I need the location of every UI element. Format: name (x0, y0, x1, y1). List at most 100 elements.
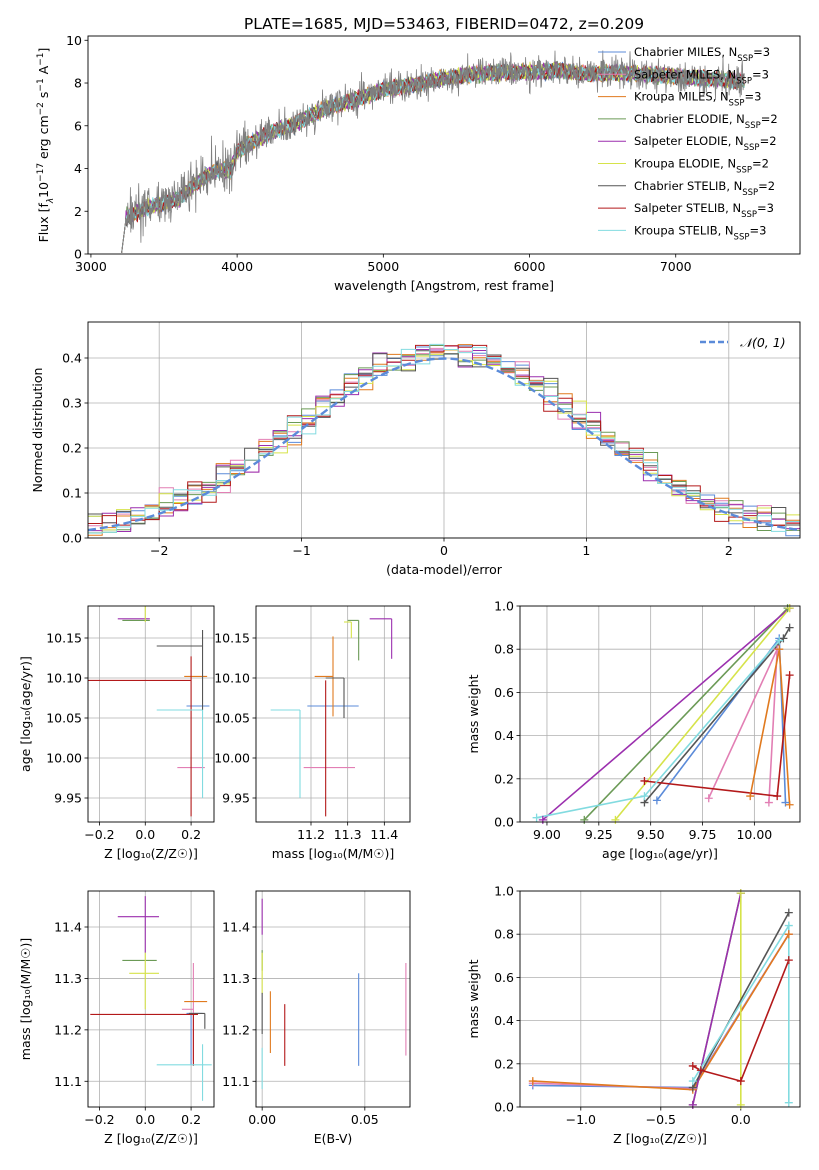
y-tick-label: 1.0 (494, 884, 514, 899)
y-tick-label: 2 (74, 204, 82, 219)
y-tick-label: 0.2 (494, 1056, 514, 1071)
y-axis-label: mass weight (466, 959, 481, 1038)
data-point-errorbar (369, 618, 393, 659)
y-axis-label: Normed distribution (30, 368, 45, 493)
weight_vs_age-plot-area (520, 606, 800, 822)
axes-frame (255, 605, 411, 823)
y-tick-label: 9.95 (54, 791, 82, 806)
mass-weight-line (692, 912, 790, 1088)
y-tick-label: 0.0 (494, 1100, 514, 1115)
mass-weight-marker (785, 671, 794, 680)
data-point-errorbar (88, 656, 192, 817)
y-tick-label: 0.3 (62, 396, 82, 411)
y-axis-label: mass [log₁₀(M/M☉)] (18, 938, 33, 1060)
mass-weight-marker (532, 813, 541, 822)
mass-weight-marker (580, 815, 589, 824)
y-tick-label: 10.10 (214, 671, 250, 686)
x-tick-label: 9.75 (689, 827, 717, 842)
x-tick-label: 9.00 (533, 827, 561, 842)
legend-entry: 𝒩(0, 1) (740, 335, 786, 350)
data-point-errorbar (129, 952, 160, 1010)
age_vs_mass-plot-area (256, 606, 410, 822)
mass-weight-marker (736, 889, 745, 898)
x-tick-label: 11.4 (370, 827, 398, 842)
data-point-errorbar (181, 963, 194, 1061)
y-tick-label: 10.05 (214, 711, 250, 726)
axes-frame (519, 890, 801, 1108)
residuals-plot-area (88, 322, 800, 538)
residual-histogram-line (88, 350, 800, 527)
x-axis-label: mass [log₁₀(M/M☉)] (272, 846, 394, 861)
axes-frame (519, 605, 801, 823)
y-tick-label: 4 (74, 161, 82, 176)
x-axis-label: Z [log₁₀(Z/Z☉)] (613, 1131, 707, 1146)
mass-weight-marker (775, 645, 784, 654)
x-tick-label: 1 (582, 543, 590, 558)
y-axis-label: Flux [fλ10−17 erg cm−2 s−1 A−1] (36, 48, 56, 243)
mass-weight-line (542, 607, 791, 821)
x-tick-label: 0 (440, 543, 448, 558)
mass-weight-marker (736, 1077, 745, 1086)
residuals-legend: 𝒩(0, 1) (700, 335, 786, 350)
x-tick-label: 0.0 (135, 1112, 155, 1127)
mass_vs_EBV-panel: 0.00 0.05 11.1 11.2 11.3 11.4 E(B-V) (222, 890, 411, 1146)
mass-weight-marker (538, 815, 547, 824)
mass-weight-marker (640, 792, 649, 801)
x-tick-label: −1 (292, 543, 310, 558)
spectrum-legend: Chabrier MILES, NSSP=3 Salpeter MILES, NS… (598, 45, 778, 242)
mass-weight-marker (784, 1098, 793, 1107)
x-axis-label: E(B-V) (314, 1131, 353, 1146)
y-tick-label: 0.2 (494, 771, 514, 786)
mass-weight-line (707, 648, 778, 803)
axes-frame (87, 605, 215, 823)
mass-weight-marker (528, 1077, 537, 1086)
y-tick-label: 0.4 (494, 1013, 514, 1028)
x-tick-label: 4000 (221, 259, 253, 274)
axes-frame (87, 321, 801, 539)
x-tick-label: 7000 (660, 259, 692, 274)
x-tick-label: 0.05 (351, 1112, 379, 1127)
age_vs_Z-plot-area (88, 606, 214, 822)
y-tick-label: 0 (74, 247, 82, 262)
mass-weight-marker (773, 792, 782, 801)
y-tick-label: 9.95 (222, 791, 250, 806)
data-point-errorbar (156, 709, 204, 798)
data-point-errorbar (188, 1012, 206, 1029)
y-tick-label: 10 (66, 33, 82, 48)
x-tick-label: 10.00 (736, 827, 772, 842)
y-tick-label: 1.0 (494, 599, 514, 614)
y-tick-label: 0.0 (494, 815, 514, 830)
mass-weight-marker (688, 1077, 697, 1086)
legend-entry: Salpeter STELIB, NSSP=3 (634, 201, 774, 220)
age_vs_Z-panel: −0.2 0.0 0.2 9.95 10.00 10.05 10.10 10.15 Z [log… (18, 605, 215, 861)
mass-weight-marker (652, 796, 661, 805)
mass_vs_Z-panel: −0.2 0.0 0.2 11.1 11.2 11.3 11.4 Z [log₁₀(Z/Z☉)… (18, 890, 215, 1146)
legend-entry: Chabrier ELODIE, NSSP=2 (634, 112, 778, 131)
x-tick-label: 5000 (367, 259, 399, 274)
x-tick-label: −1.0 (566, 1112, 596, 1127)
legend-entry: Chabrier MILES, NSSP=3 (634, 45, 770, 64)
y-tick-label: 11.2 (54, 1022, 82, 1037)
data-point-errorbar (344, 621, 352, 638)
y-tick-label: 10.00 (46, 751, 82, 766)
x-axis-label: Z [log₁₀(Z/Z☉)] (104, 1131, 198, 1146)
spectrum-plot-area (121, 50, 745, 253)
x-tick-label: 2 (725, 543, 733, 558)
observed-spectrum-line (121, 50, 745, 253)
y-tick-label: 11.1 (54, 1074, 82, 1089)
data-point-errorbar (325, 677, 345, 718)
x-tick-label: 3000 (75, 259, 107, 274)
normal-distribution-curve (88, 357, 800, 532)
mass-weight-marker (784, 921, 793, 930)
residuals-panel: −2 −1 0 1 2 0.0 0.1 0.2 0.3 0.4 (data-model)/error… (30, 321, 801, 577)
data-point-errorbar (117, 896, 160, 953)
y-tick-label: 10.10 (46, 671, 82, 686)
y-axis-label: age [log₁₀(age/yr)] (18, 656, 33, 772)
age_vs_mass-panel: 11.2 11.3 11.4 9.95 10.00 10.05 10.10 10.15 mass… (214, 605, 411, 861)
x-tick-label: 11.2 (297, 827, 325, 842)
mass-weight-marker (746, 792, 755, 801)
mass-weight-line (692, 959, 790, 1083)
y-tick-label: 11.4 (222, 920, 250, 935)
mass-weight-marker (704, 794, 713, 803)
